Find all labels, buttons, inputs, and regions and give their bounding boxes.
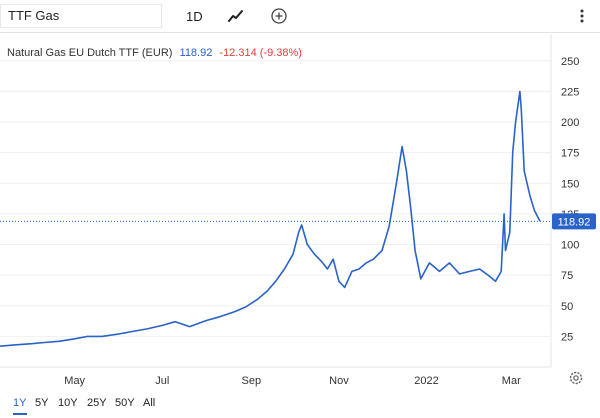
y-tick-label: 75 bbox=[561, 270, 573, 282]
y-tick-label: 175 bbox=[561, 148, 579, 160]
y-tick-label: 25 bbox=[561, 331, 573, 343]
y-tick-label: 225 bbox=[561, 86, 579, 98]
last-price-badge: 118.92 bbox=[552, 213, 596, 230]
interval-button[interactable]: 1D bbox=[186, 9, 203, 24]
legend-price: 118.92 bbox=[179, 47, 213, 59]
timeframe-25y[interactable]: 25Y bbox=[87, 397, 107, 409]
active-timeframe-indicator bbox=[13, 413, 27, 415]
symbol-search-box[interactable]: TTF Gas bbox=[0, 4, 162, 28]
price-chart[interactable]: 255075100125150175200225250 MayJulSepNov… bbox=[0, 0, 600, 391]
price-line bbox=[0, 90, 541, 347]
last-price-badge-text: 118.92 bbox=[558, 216, 591, 228]
gear-icon[interactable] bbox=[569, 371, 583, 385]
y-tick-label: 250 bbox=[561, 56, 579, 68]
x-tick-label: Jul bbox=[155, 375, 169, 387]
vertical-dots-icon[interactable] bbox=[572, 6, 592, 26]
timeframe-all[interactable]: All bbox=[143, 397, 156, 409]
timeframe-bar: 1Y 5Y 10Y 25Y 50Y All bbox=[0, 391, 600, 418]
timeframe-50y[interactable]: 50Y bbox=[115, 397, 135, 409]
timeframe-10y[interactable]: 10Y bbox=[58, 397, 78, 409]
y-tick-label: 200 bbox=[561, 117, 579, 129]
chart-legend: Natural Gas EU Dutch TTF (EUR) 118.92 -1… bbox=[7, 47, 302, 59]
legend-change: -12.314 (-9.38%) bbox=[219, 47, 302, 59]
x-tick-label: Sep bbox=[242, 375, 262, 387]
legend-name: Natural Gas EU Dutch TTF (EUR) bbox=[7, 47, 173, 59]
line-chart-icon[interactable] bbox=[226, 6, 246, 26]
symbol-label: TTF Gas bbox=[8, 8, 60, 23]
chart-toolbar: TTF Gas 1D bbox=[0, 0, 600, 33]
timeframe-1y[interactable]: 1Y bbox=[13, 397, 27, 409]
y-tick-label: 50 bbox=[561, 301, 573, 313]
x-tick-label: Mar bbox=[502, 375, 521, 387]
timeframe-5y[interactable]: 5Y bbox=[35, 397, 49, 409]
plus-circle-icon[interactable] bbox=[269, 6, 289, 26]
x-tick-label: May bbox=[64, 375, 85, 387]
x-tick-label: 2022 bbox=[414, 375, 438, 387]
y-tick-label: 100 bbox=[561, 240, 579, 252]
y-tick-label: 150 bbox=[561, 178, 579, 190]
x-tick-label: Nov bbox=[329, 375, 349, 387]
